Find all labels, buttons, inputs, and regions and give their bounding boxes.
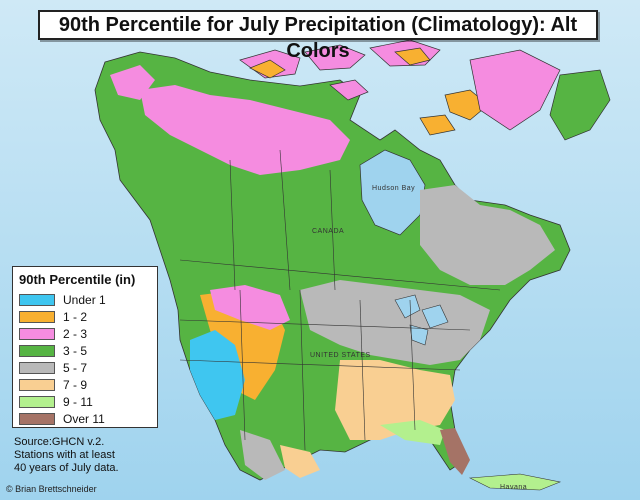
region-5-7-midwest: [300, 280, 490, 365]
source-note: Source:GHCN v.2. Stations with at least …: [14, 436, 119, 474]
legend-swatch: [19, 412, 55, 425]
credit: © Brian Brettschneider: [6, 484, 97, 494]
legend-item: Over 11: [19, 410, 151, 427]
legend-swatch: [19, 327, 55, 340]
greenland-edge: [469, 49, 561, 131]
legend-item: 7 - 9: [19, 376, 151, 393]
legend-item: 3 - 5: [19, 342, 151, 359]
legend-items: Under 1 1 - 2 2 - 3 3 - 5 5 - 7 7 - 9 9 - 11 Ov…: [19, 291, 151, 427]
legend-item: 2 - 3: [19, 325, 151, 342]
havana-label: Havana: [500, 484, 528, 491]
hudson-bay-label: Hudson Bay: [372, 185, 416, 192]
legend-swatch: [19, 361, 55, 374]
arctic-islands: [239, 39, 441, 101]
legend-item: Under 1: [19, 291, 151, 308]
legend-label: 5 - 7: [63, 360, 88, 375]
cuba: [468, 473, 562, 491]
legend-item: 9 - 11: [19, 393, 151, 410]
legend-swatch: [19, 344, 55, 357]
legend-swatch: [19, 378, 55, 391]
map-title: 90th Percentile for July Precipitation (…: [38, 10, 598, 62]
legend-label: 1 - 2: [63, 309, 88, 324]
region-2-3-alaska: [110, 65, 155, 100]
region-7-9-mexico: [280, 445, 320, 478]
legend-label: 7 - 9: [63, 377, 88, 392]
legend-swatch: [19, 293, 55, 306]
legend-label: Over 11: [63, 411, 105, 426]
canada-label: CANADA: [312, 228, 345, 235]
region-2-3-pnw: [210, 285, 290, 330]
legend-label: 9 - 11: [63, 394, 93, 409]
region-2-3-north: [140, 85, 350, 175]
legend-swatch: [19, 310, 55, 323]
region-over-11-florida: [440, 428, 470, 475]
political-boundaries: [179, 149, 501, 451]
region-under-1-west: [190, 330, 245, 420]
region-7-9-southeast: [335, 360, 455, 440]
legend-label: 2 - 3: [63, 326, 88, 341]
legend-swatch: [19, 395, 55, 408]
legend: 90th Percentile (in) Under 1 1 - 2 2 - 3 3 …: [12, 266, 158, 428]
legend-label: Under 1: [63, 292, 106, 307]
greenland-green: [549, 69, 611, 141]
legend-item: 5 - 7: [19, 359, 151, 376]
legend-item: 1 - 2: [19, 308, 151, 325]
legend-title: 90th Percentile (in): [19, 272, 136, 287]
region-5-7-quebec: [420, 185, 555, 285]
legend-label: 3 - 5: [63, 343, 88, 358]
region-5-7-mexico: [240, 430, 285, 480]
region-9-11-gulf: [380, 420, 445, 445]
united-states-label: UNITED STATES: [310, 352, 371, 359]
arctic-islands-orange: [249, 47, 489, 136]
